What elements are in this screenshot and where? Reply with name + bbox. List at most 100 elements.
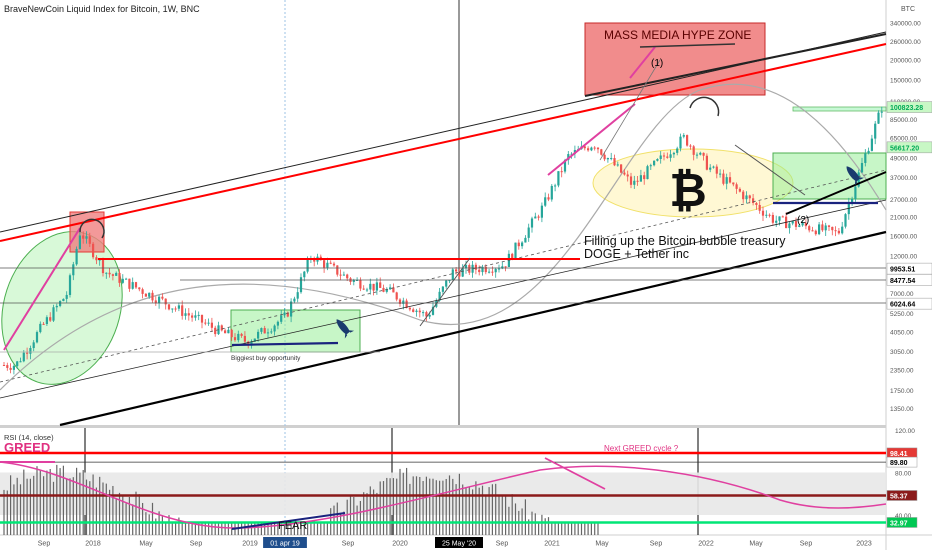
candle xyxy=(877,110,880,125)
candle-body xyxy=(12,366,15,370)
candle xyxy=(752,193,755,206)
candle xyxy=(286,311,289,318)
x-tick-label: Sep xyxy=(650,541,663,548)
candle xyxy=(662,152,666,161)
candle-body xyxy=(42,323,45,325)
candle xyxy=(82,231,85,244)
candle xyxy=(9,363,12,374)
x-tick-highlight xyxy=(435,537,483,548)
candle xyxy=(418,307,421,318)
candle-body xyxy=(379,282,382,288)
candle xyxy=(629,172,633,189)
candle xyxy=(151,290,154,303)
candle-body xyxy=(171,308,174,310)
candle-body xyxy=(260,328,263,332)
candle xyxy=(131,277,134,290)
y-tick-label: 200000.00 xyxy=(890,57,921,64)
candle-body xyxy=(177,305,180,309)
candle-body xyxy=(82,235,85,239)
candle-body xyxy=(118,272,121,283)
candle-body xyxy=(686,135,689,146)
y-tick-label: 2350.00 xyxy=(890,367,914,374)
candle xyxy=(164,298,167,310)
y-tick-label: 65000.00 xyxy=(890,136,917,143)
x-tick-label: Sep xyxy=(342,541,355,548)
y-tick-label: 260000.00 xyxy=(890,39,921,46)
candle-body xyxy=(722,173,725,184)
candle xyxy=(204,319,207,326)
candle-body xyxy=(105,272,108,274)
candle xyxy=(26,347,29,360)
rsi-next-cycle: Next GREED cycle ? xyxy=(604,444,679,453)
candle xyxy=(88,232,91,247)
candle xyxy=(276,320,279,330)
candle-body xyxy=(771,214,774,223)
bitcoin-symbol: ₿ xyxy=(669,164,707,216)
candle xyxy=(412,307,415,313)
candle-body xyxy=(418,310,421,313)
candle xyxy=(389,284,392,291)
candle-body xyxy=(633,180,636,185)
candle-body xyxy=(715,166,718,174)
candle-body xyxy=(342,274,345,276)
candle xyxy=(725,173,728,190)
candle-body xyxy=(491,271,494,273)
candle-body xyxy=(768,214,771,216)
y-price-tag-label: 9953.51 xyxy=(890,267,915,274)
candle-body xyxy=(174,308,177,310)
grey-diag-1 xyxy=(599,59,661,161)
candle xyxy=(395,291,398,302)
candle xyxy=(834,226,837,237)
candle xyxy=(55,303,58,312)
candle-body xyxy=(662,155,666,157)
candle-body xyxy=(517,242,520,247)
candle-body xyxy=(748,195,751,199)
treasury-line1: Filling up the Bitcoin bubble treasury xyxy=(584,234,786,248)
candle xyxy=(745,191,748,204)
candle-body xyxy=(791,221,794,224)
candle-body xyxy=(303,271,306,278)
target-band-top xyxy=(792,106,887,112)
candle-body xyxy=(804,222,807,227)
candle-body xyxy=(527,227,530,238)
candle xyxy=(851,196,854,206)
candle-body xyxy=(738,188,741,192)
candle xyxy=(260,327,263,335)
candle-body xyxy=(524,237,527,243)
candle xyxy=(606,157,609,163)
candle xyxy=(801,220,804,227)
candle xyxy=(125,277,128,280)
candle xyxy=(814,229,817,236)
candle xyxy=(161,293,164,301)
candle-body xyxy=(65,294,68,299)
y-tick-label: 1350.00 xyxy=(890,406,914,413)
candle-body xyxy=(636,180,639,182)
candle xyxy=(758,201,761,214)
candle xyxy=(854,185,857,202)
candle xyxy=(187,308,190,321)
candle-body xyxy=(98,259,101,261)
candle-body xyxy=(167,304,171,310)
candle-body xyxy=(369,283,372,290)
candle-body xyxy=(448,280,451,282)
candle xyxy=(6,362,9,371)
y-tick-label: 16000.00 xyxy=(890,234,917,241)
rsi-tick-label: 80.00 xyxy=(895,471,912,478)
rsi-greed-label: GREED xyxy=(4,440,50,455)
candle xyxy=(68,273,72,298)
candle-body xyxy=(111,274,114,276)
candle xyxy=(32,340,35,352)
candle-body xyxy=(798,225,801,227)
candle-body xyxy=(181,305,184,316)
candle xyxy=(72,261,75,281)
candle-body xyxy=(233,337,237,341)
candle-body xyxy=(844,214,847,227)
candle-body xyxy=(382,287,385,292)
candle-body xyxy=(164,298,167,305)
rsi-title: RSI (14, close) xyxy=(4,433,54,442)
candle xyxy=(237,330,240,343)
candle xyxy=(62,298,65,302)
candle xyxy=(379,277,382,289)
candle-body xyxy=(253,338,256,342)
